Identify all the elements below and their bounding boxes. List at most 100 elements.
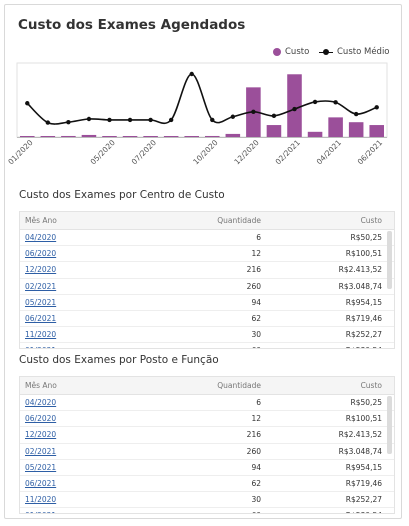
- table-row: 02/2021 260 R$3.048,74: [20, 444, 394, 460]
- cost-cell: R$2.413,52: [338, 430, 382, 440]
- month-link[interactable]: 01/2021: [25, 346, 56, 348]
- point-02/2020[interactable]: [45, 120, 51, 125]
- table-row: 06/2020 12 R$100,51: [20, 411, 394, 428]
- point-09/2020[interactable]: [189, 71, 194, 77]
- bar-02/2020[interactable]: [40, 136, 56, 137]
- post-function-table: Mês Ano Quantidade Custo 04/2020 6 R$50,25…: [19, 376, 395, 514]
- point-12/2020[interactable]: [251, 109, 256, 115]
- point-06/2020[interactable]: [127, 117, 133, 123]
- month-link[interactable]: 06/2021: [25, 478, 57, 488]
- legend-custo-medio[interactable]: Custo Médio: [319, 47, 390, 57]
- month-link[interactable]: 12/2020: [25, 265, 57, 275]
- bar-07/2020[interactable]: [143, 136, 158, 137]
- point-08/2020[interactable]: [168, 117, 174, 123]
- month-link[interactable]: 06/2020: [25, 249, 57, 259]
- cost-cell: R$719,46: [345, 478, 382, 488]
- quantity-cell: 6: [256, 233, 261, 242]
- bar-03/2021[interactable]: [307, 131, 323, 137]
- bar-02/2021[interactable]: [287, 74, 302, 137]
- month-link[interactable]: 06/2021: [25, 313, 57, 323]
- table-row: 05/2021 94 R$954,15: [20, 460, 394, 476]
- legend-custo[interactable]: Custo: [273, 47, 309, 57]
- point-05/2020[interactable]: [107, 117, 112, 123]
- month-link[interactable]: 05/2021: [25, 297, 57, 307]
- col-header-month[interactable]: Mês Ano: [25, 216, 57, 225]
- point-03/2021[interactable]: [312, 99, 318, 105]
- bar-04/2021[interactable]: [328, 117, 343, 137]
- month-link[interactable]: 02/2021: [25, 281, 57, 291]
- col-header-cost[interactable]: Custo: [360, 216, 382, 225]
- point-02/2021[interactable]: [292, 106, 297, 112]
- quantity-cell: 30: [251, 330, 261, 340]
- table-header: Mês Ano Quantidade Custo: [20, 212, 394, 230]
- cost-cell: R$252,27: [345, 495, 382, 505]
- month-link[interactable]: 12/2020: [25, 430, 57, 440]
- col-header-quantity[interactable]: Quantidade: [217, 216, 261, 225]
- quantity-cell: 12: [251, 249, 261, 259]
- point-01/2021[interactable]: [271, 113, 277, 119]
- col-header-month[interactable]: Mês Ano: [25, 381, 57, 390]
- quantity-cell: 260: [246, 281, 261, 291]
- bar-08/2020[interactable]: [163, 136, 179, 137]
- bar-04/2020[interactable]: [81, 134, 97, 137]
- table-row: 01/2021 60 R$580,54: [20, 508, 394, 513]
- cost-cell: R$50,25: [350, 398, 382, 407]
- quantity-cell: 216: [246, 265, 261, 275]
- cost-cell: R$50,25: [350, 233, 382, 242]
- quantity-cell: 30: [251, 495, 261, 505]
- month-link[interactable]: 02/2021: [25, 446, 57, 456]
- bar-01/2021[interactable]: [266, 125, 282, 137]
- month-link[interactable]: 01/2021: [25, 511, 56, 513]
- bar-10/2020[interactable]: [205, 135, 220, 137]
- cost-center-table: Mês Ano Quantidade Custo 04/2020 6 R$50,25…: [19, 211, 395, 349]
- month-link[interactable]: 04/2020: [25, 398, 57, 407]
- month-link[interactable]: 11/2020: [25, 330, 57, 340]
- x-tick-label: 04/2021: [315, 138, 344, 167]
- bar-09/2020[interactable]: [184, 136, 199, 137]
- legend-custo-medio-label: Custo Médio: [337, 47, 390, 57]
- x-tick-label: 05/2020: [89, 138, 118, 167]
- series-line-custo-medio: [26, 73, 378, 125]
- x-tick-label: 07/2020: [130, 138, 159, 167]
- cost-cell: R$719,46: [345, 313, 382, 323]
- col-header-quantity[interactable]: Quantidade: [217, 381, 261, 390]
- cost-cell: R$954,15: [345, 297, 382, 307]
- month-link[interactable]: 05/2021: [25, 462, 57, 472]
- bar-01/2020[interactable]: [20, 136, 35, 137]
- scrollbar[interactable]: [387, 231, 392, 289]
- point-01/2020[interactable]: [25, 101, 30, 106]
- dashboard-card: Custo dos Exames Agendados Custo Custo M…: [4, 4, 402, 519]
- quantity-cell: 94: [251, 297, 261, 307]
- quantity-cell: 260: [246, 446, 261, 456]
- point-04/2020[interactable]: [86, 116, 92, 122]
- table-body: 04/2020 6 R$50,25 06/2020 12 R$100,51 12/2020 2…: [20, 395, 394, 513]
- point-03/2020[interactable]: [66, 119, 71, 125]
- scrollbar[interactable]: [387, 396, 392, 454]
- point-11/2020[interactable]: [230, 114, 236, 119]
- table-2-title: Custo dos Exames por Posto e Função: [19, 354, 219, 366]
- point-05/2021[interactable]: [353, 111, 359, 117]
- point-04/2021[interactable]: [333, 100, 338, 105]
- point-07/2020[interactable]: [148, 117, 153, 123]
- table-row: 01/2021 60 R$580,54: [20, 343, 394, 348]
- bar-05/2020[interactable]: [102, 136, 117, 137]
- col-header-cost[interactable]: Custo: [360, 381, 382, 390]
- bar-06/2021[interactable]: [369, 125, 384, 137]
- bar-11/2020[interactable]: [225, 133, 241, 137]
- x-tick-label: 02/2021: [274, 138, 303, 167]
- month-link[interactable]: 04/2020: [25, 233, 57, 242]
- x-tick-label: 01/2020: [6, 138, 35, 167]
- bar-05/2021[interactable]: [348, 122, 364, 137]
- month-link[interactable]: 11/2020: [25, 495, 57, 505]
- month-link[interactable]: 06/2020: [25, 414, 57, 424]
- cost-cell: R$100,51: [345, 414, 382, 424]
- x-tick-label: 06/2021: [356, 138, 385, 167]
- cost-cell: R$2.413,52: [338, 265, 382, 275]
- table-row: 02/2021 260 R$3.048,74: [20, 279, 394, 295]
- point-06/2021[interactable]: [374, 105, 379, 110]
- bar-06/2020[interactable]: [122, 136, 138, 137]
- bar-03/2020[interactable]: [61, 135, 76, 137]
- point-10/2020[interactable]: [210, 117, 215, 123]
- quantity-cell: 216: [246, 430, 261, 440]
- table-row: 11/2020 30 R$252,27: [20, 492, 394, 509]
